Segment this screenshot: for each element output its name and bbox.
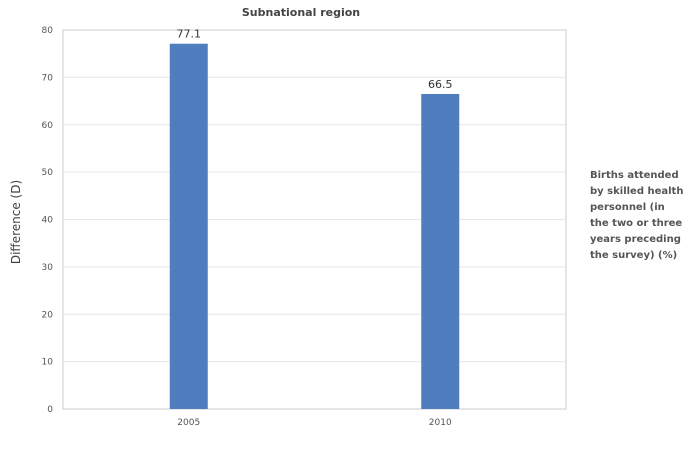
- data-label: 77.1: [177, 28, 202, 41]
- data-label: 66.5: [428, 78, 453, 91]
- x-tick-label: 2005: [177, 418, 200, 428]
- y-ticks: 0 10 20 30 40 50 60 70 80: [42, 26, 54, 415]
- bar[interactable]: [421, 93, 460, 410]
- x-tick-label: 2010: [429, 418, 452, 428]
- bars: 77.1 66.5: [169, 28, 460, 410]
- y-tick-label: 80: [42, 26, 54, 36]
- bar[interactable]: [169, 43, 208, 410]
- y-tick-label: 50: [42, 168, 54, 178]
- x-ticks: 2005 2010: [177, 418, 452, 428]
- y-tick-label: 40: [42, 216, 54, 226]
- gridlines: [63, 76, 566, 363]
- y-tick-label: 60: [42, 121, 54, 131]
- y-axis-label: Difference (D): [9, 180, 23, 264]
- legend-entry: Births attended by skilled health person…: [590, 170, 684, 261]
- chart-title: Subnational region: [242, 6, 360, 19]
- y-tick-label: 0: [47, 405, 53, 415]
- y-tick-label: 10: [42, 358, 54, 368]
- y-tick-label: 30: [42, 263, 54, 273]
- y-tick-label: 70: [42, 73, 54, 83]
- y-tick-label: 20: [42, 310, 54, 320]
